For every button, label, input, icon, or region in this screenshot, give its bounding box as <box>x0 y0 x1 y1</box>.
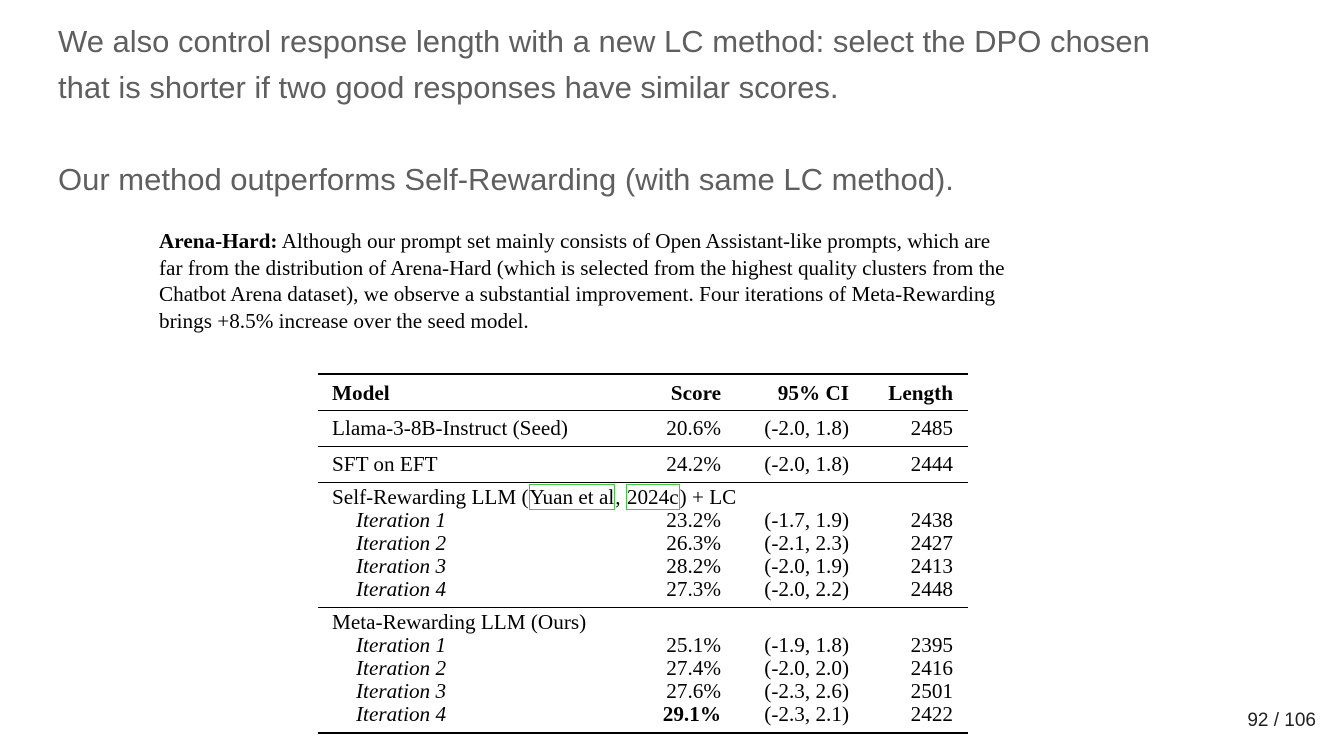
header-ci: 95% CI <box>777 380 849 405</box>
cell-length: 2448 <box>910 577 953 601</box>
table-row: Iteration 1 25.1% (-1.9, 1.8) 2395 <box>318 634 968 657</box>
cell-score: 26.3% <box>666 531 721 555</box>
table-row: Iteration 2 27.4% (-2.0, 2.0) 2416 <box>318 657 968 680</box>
table-row: Iteration 3 27.6% (-2.3, 2.6) 2501 <box>318 680 968 703</box>
cell-length: 2413 <box>910 554 953 578</box>
cell-ci: (-2.0, 2.2) <box>764 577 849 601</box>
excerpt-line-3: Chatbot Arena dataset), we observe a sub… <box>159 282 996 307</box>
cell-score: 20.6% <box>631 410 721 447</box>
table-row: Iteration 3 28.2% (-2.0, 1.9) 2413 <box>318 555 968 578</box>
cell-score: 27.4% <box>666 656 721 680</box>
cell-score: 23.2% <box>666 508 721 532</box>
cell-score: 27.6% <box>666 679 721 703</box>
self-rewarding-prefix: Self-Rewarding LLM ( <box>332 485 529 509</box>
cell-length: 2444 <box>849 446 968 483</box>
table-header-row: Model Score 95% CI Length <box>318 374 968 411</box>
cell-length: 2395 <box>910 633 953 657</box>
excerpt-bold-lead: Arena-Hard: <box>159 229 278 253</box>
citation-link-author[interactable]: Yuan et al <box>528 484 616 510</box>
cell-score: 27.3% <box>666 577 721 601</box>
cell-model: Iteration 1 <box>356 508 447 532</box>
cell-ci: (-1.7, 1.9) <box>764 508 849 532</box>
self-rewarding-title: Self-Rewarding LLM (Yuan et al, 2024c) +… <box>318 482 968 510</box>
cell-ci: (-2.0, 2.0) <box>764 656 849 680</box>
excerpt-line-4: brings +8.5% increase over the seed mode… <box>159 309 529 334</box>
cell-model: Iteration 1 <box>356 633 447 657</box>
cell-ci: (-2.0, 1.9) <box>764 554 849 578</box>
cell-length: 2485 <box>849 410 968 447</box>
cell-model: Iteration 2 <box>356 656 447 680</box>
group-header-meta-rewarding: Meta-Rewarding LLM (Ours) <box>318 607 968 634</box>
cell-ci: (-2.0, 1.8) <box>721 446 849 483</box>
meta-rewarding-title: Meta-Rewarding LLM (Ours) <box>318 607 968 634</box>
cell-score: 28.2% <box>666 554 721 578</box>
paper-excerpt: Arena-Hard: Although our prompt set main… <box>159 228 1139 335</box>
excerpt-line-2: far from the distribution of Arena-Hard … <box>159 255 1005 280</box>
cell-ci: (-2.3, 2.1) <box>764 702 849 726</box>
header-score: Score <box>670 380 721 405</box>
cell-length: 2422 <box>910 702 953 726</box>
table-row: Iteration 4 27.3% (-2.0, 2.2) 2448 <box>318 578 968 608</box>
cell-score-best: 29.1% <box>662 702 721 726</box>
table-row: Iteration 2 26.3% (-2.1, 2.3) 2427 <box>318 532 968 555</box>
cell-length: 2427 <box>910 531 953 555</box>
cell-ci: (-2.1, 2.3) <box>764 531 849 555</box>
cell-model: Iteration 4 <box>356 702 447 726</box>
cell-model: Iteration 2 <box>356 531 447 555</box>
citation-comma: , <box>615 485 626 509</box>
cell-length: 2416 <box>910 656 953 680</box>
cell-length: 2501 <box>910 679 953 703</box>
header-model: Model <box>332 380 390 405</box>
cell-ci: (-1.9, 1.8) <box>764 633 849 657</box>
citation-link-year[interactable]: 2024c <box>625 484 680 510</box>
group-header-self-rewarding: Self-Rewarding LLM (Yuan et al, 2024c) +… <box>318 482 968 510</box>
slide-text-line-3: Our method outperforms Self-Rewarding (w… <box>58 162 954 197</box>
header-length: Length <box>888 380 953 405</box>
page-number: 92 / 106 <box>1247 710 1316 731</box>
cell-ci: (-2.3, 2.6) <box>764 679 849 703</box>
slide-text-line-2: that is shorter if two good responses ha… <box>58 70 839 105</box>
excerpt-line-1-text: Although our prompt set mainly consists … <box>277 229 991 253</box>
cell-length: 2438 <box>910 508 953 532</box>
slide-text-line-1: We also control response length with a n… <box>58 24 1150 59</box>
cell-model: Iteration 4 <box>356 577 447 601</box>
cell-score: 25.1% <box>666 633 721 657</box>
cell-ci: (-2.0, 1.8) <box>721 410 849 447</box>
excerpt-line-1: Arena-Hard: Although our prompt set main… <box>159 228 1139 255</box>
results-table: Model Score 95% CI Length Llama-3-8B-Ins… <box>318 373 968 734</box>
table-row: SFT on EFT 24.2% (-2.0, 1.8) 2444 <box>318 446 968 483</box>
cell-model: SFT on EFT <box>318 446 631 483</box>
cell-score: 24.2% <box>631 446 721 483</box>
table-row: Llama-3-8B-Instruct (Seed) 20.6% (-2.0, … <box>318 410 968 447</box>
self-rewarding-suffix: ) + LC <box>679 485 737 509</box>
table-row: Iteration 4 29.1% (-2.3, 2.1) 2422 <box>318 703 968 733</box>
cell-model: Iteration 3 <box>356 554 447 578</box>
cell-model: Iteration 3 <box>356 679 447 703</box>
cell-model: Llama-3-8B-Instruct (Seed) <box>318 410 631 447</box>
table-row: Iteration 1 23.2% (-1.7, 1.9) 2438 <box>318 509 968 532</box>
